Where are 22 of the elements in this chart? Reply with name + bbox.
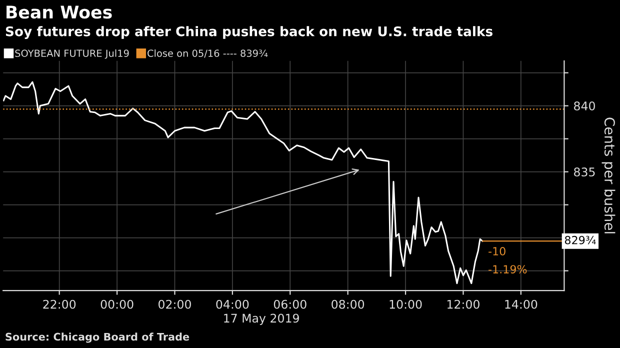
x-tick-label: 14:00	[505, 300, 538, 309]
y-axis-title: Cents per bushel	[602, 118, 616, 234]
chart-subtitle: Soy futures drop after China pushes back on new U.S. trade talks	[6, 26, 492, 39]
line-series	[3, 81, 484, 284]
x-tick-label: 00:00	[100, 300, 134, 309]
y-tick-label: 840	[574, 102, 595, 110]
annotation: -1.19%	[488, 265, 527, 274]
x-tick-label: 04:00	[216, 300, 249, 309]
x-tick-label: 22:00	[43, 300, 76, 309]
y-tick-label: 835	[574, 168, 595, 176]
legend-label: SOYBEAN FUTURE Jul19	[15, 49, 129, 59]
x-tick-label: 10:00	[390, 300, 422, 309]
x-tick-label: 12:00	[448, 300, 480, 309]
annotation: 829¾	[564, 236, 596, 244]
annotation: -10	[488, 247, 506, 256]
legend-label: Close on 05/16 ---- 839¾	[148, 49, 268, 58]
x-tick-label: 02:00	[158, 300, 191, 309]
x-tick-label: 06:00	[274, 300, 306, 309]
x-tick-label: 08:00	[332, 300, 364, 309]
chart-title: Bean Woes	[6, 6, 112, 19]
x-axis-title: 17 May 2019	[224, 314, 299, 325]
source-note: Source: Chicago Board of Trade	[6, 332, 190, 343]
